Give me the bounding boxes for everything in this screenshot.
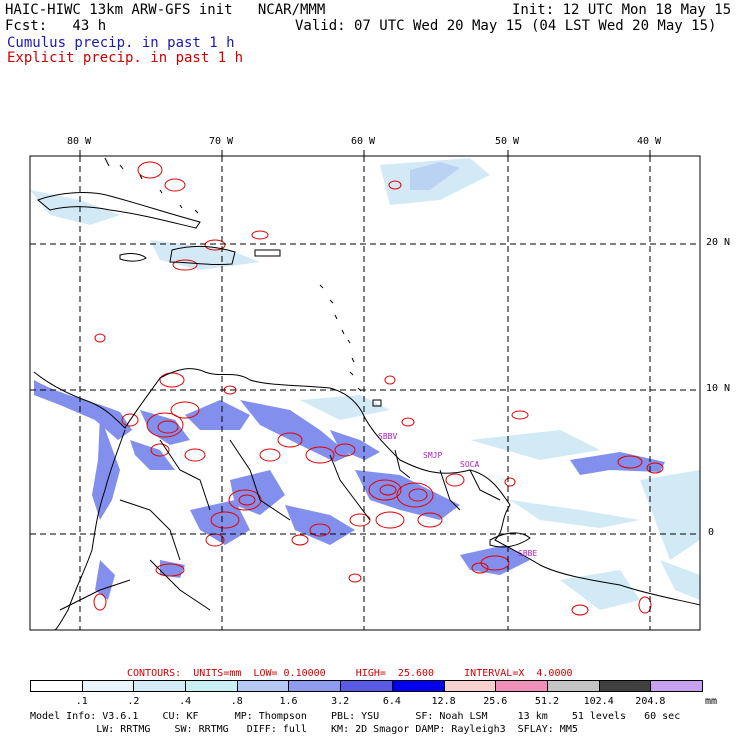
contours-info: CONTOURS: UNITS=mm LOW= 0.10000 HIGH= 25… bbox=[127, 668, 573, 679]
colorbar-swatch bbox=[443, 680, 497, 692]
station-label: SBBV bbox=[378, 432, 398, 441]
cumulus-legend: Cumulus precip. in past 1 h bbox=[7, 35, 235, 51]
lat-label: 10 N bbox=[706, 383, 731, 394]
header-title: HAIC-HIWC 13km ARW-GFS init NCAR/MMM bbox=[5, 2, 326, 18]
graticule bbox=[30, 156, 700, 630]
colorbar-tick-label: .1 bbox=[75, 696, 88, 707]
station-label: SMJP bbox=[423, 451, 443, 460]
lon-label: 70 W bbox=[209, 136, 234, 147]
model-info-line1: Model Info: V3.6.1 CU: KF MP: Thompson P… bbox=[30, 711, 681, 722]
colorbar-tick-label: 25.6 bbox=[483, 696, 508, 707]
lon-label: 40 W bbox=[637, 136, 662, 147]
colorbar-swatch bbox=[391, 680, 445, 692]
forecast-hour: Fcst: 43 h bbox=[5, 18, 107, 34]
colorbar-swatch bbox=[340, 680, 393, 692]
colorbar-tick-label: .8 bbox=[230, 696, 243, 707]
colorbar-tick-label: 51.2 bbox=[534, 696, 560, 707]
explicit-legend: Explicit precip. in past 1 h bbox=[7, 50, 244, 66]
lon-label: 80 W bbox=[67, 136, 92, 147]
colorbar-unit: mm bbox=[705, 696, 718, 707]
colorbar-tick-label: 1.6 bbox=[279, 696, 298, 707]
lat-label: 0 bbox=[708, 527, 715, 538]
cumulus-precip-layer bbox=[34, 162, 665, 600]
colorbar-swatch bbox=[236, 680, 290, 692]
colorbar-swatch bbox=[30, 680, 83, 692]
colorbar-swatch bbox=[598, 680, 652, 692]
colorbar-tick-label: 204.8 bbox=[635, 696, 666, 707]
colorbar-swatch bbox=[81, 680, 135, 692]
colorbar-tick-label: .2 bbox=[127, 696, 140, 707]
colorbar-swatch bbox=[650, 680, 703, 692]
coastlines bbox=[33, 157, 700, 630]
model-info-line2: LW: RRTMG SW: RRTMG DIFF: full KM: 2D Sm… bbox=[30, 724, 578, 735]
colorbar-tick-label: 12.8 bbox=[431, 696, 456, 707]
explicit-precip-layer bbox=[93, 161, 664, 616]
init-time: Init: 12 UTC Mon 18 May 15 bbox=[512, 2, 732, 18]
station-label: SBBE bbox=[518, 549, 538, 558]
colorbar-swatch bbox=[288, 680, 342, 692]
colorbar-tick-label: 102.4 bbox=[583, 696, 614, 707]
light-cumulus-layer bbox=[30, 158, 700, 610]
colorbar-swatch bbox=[546, 680, 600, 692]
lon-label: 60 W bbox=[351, 136, 376, 147]
lon-label: 50 W bbox=[495, 136, 520, 147]
station-label: SOCA bbox=[460, 460, 480, 469]
colorbar-tick-label: 3.2 bbox=[331, 696, 350, 707]
valid-time: Valid: 07 UTC Wed 20 May 15 (04 LST Wed … bbox=[295, 18, 717, 34]
lat-label: 20 N bbox=[706, 237, 731, 248]
colorbar-tick-label: .4 bbox=[179, 696, 192, 707]
colorbar-tick-label: 6.4 bbox=[382, 696, 401, 707]
colorbar-swatch bbox=[185, 680, 238, 692]
colorbar-swatch bbox=[495, 680, 548, 692]
colorbar-swatch bbox=[133, 680, 187, 692]
